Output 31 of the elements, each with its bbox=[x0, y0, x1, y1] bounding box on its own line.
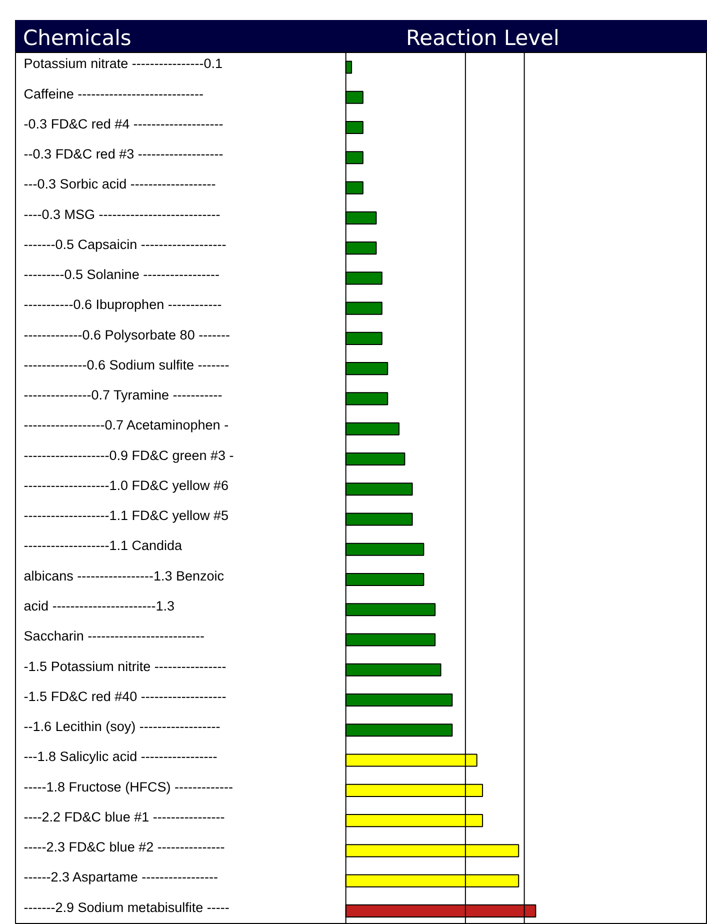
y-tick-label: -----2.3 FD&C blue #2 --------------- bbox=[24, 840, 225, 855]
y-tick-label: -------2.9 Sodium metabisulfite ----- bbox=[24, 900, 230, 915]
y-tick-label: Caffeine ---------------------------- bbox=[24, 86, 204, 102]
y-tick-label: -0.3 FD&C red #4 -------------------- bbox=[24, 116, 224, 132]
y-tick-label: ----0.3 MSG --------------------------- bbox=[24, 206, 220, 222]
y-tick-label: -------0.5 Capsaicin ------------------- bbox=[24, 236, 226, 252]
y-tick-label: ------------------0.7 Acetaminophen - bbox=[24, 418, 229, 433]
y-tick-label: ------2.3 Aspartame ----------------- bbox=[24, 870, 218, 885]
title: Reaction Level bbox=[406, 25, 560, 52]
y-tick-label: -------------------1.0 FD&C yellow #6 bbox=[24, 478, 229, 493]
y-tick-label: -------------------0.9 FD&C green #3 - bbox=[24, 448, 234, 463]
y-tick-label: -------------------1.1 FD&C yellow #5 bbox=[24, 508, 229, 524]
y-tick-label: ----2.2 FD&C blue #1 ---------------- bbox=[24, 809, 225, 824]
y-tick-label: Saccharin -------------------------- bbox=[24, 628, 204, 644]
y-tick-label: --1.6 Lecithin (soy) ------------------ bbox=[24, 719, 220, 734]
y-tick-label: -----1.8 Fructose (HFCS) ------------- bbox=[24, 779, 234, 794]
y-tick-label: ---------------0.7 Tyramine ----------- bbox=[24, 388, 222, 403]
y-tick-label: -------------0.6 Polysorbate 80 ------- bbox=[24, 327, 230, 342]
y-tick-label: acid -----------------------1.3 bbox=[24, 598, 174, 614]
y-tick-label: --0.3 FD&C red #3 ------------------- bbox=[24, 146, 224, 162]
y-tick-label: -1.5 FD&C red #40 ------------------- bbox=[24, 688, 226, 704]
y-tick-label: ---1.8 Salicylic acid ----------------- bbox=[24, 749, 218, 764]
y-tick-label: albicans -----------------1.3 Benzoic bbox=[24, 568, 224, 584]
y-tick-label: --------------0.6 Sodium sulfite ------- bbox=[24, 357, 230, 372]
ylabel: Chemicals bbox=[23, 25, 132, 52]
y-tick-label: ---------0.5 Solanine ----------------- bbox=[24, 267, 220, 282]
y-tick-label: ---0.3 Sorbic acid ------------------- bbox=[24, 176, 216, 192]
y-tick-label: -1.5 Potassium nitrite ---------------- bbox=[24, 658, 226, 674]
y-tick-label: Potassium nitrate ----------------0.1 bbox=[24, 56, 223, 72]
y-tick-label: -----------0.6 Ibuprophen ------------ bbox=[24, 297, 222, 312]
y-tick-label: -------------------1.1 Candida bbox=[24, 538, 183, 554]
